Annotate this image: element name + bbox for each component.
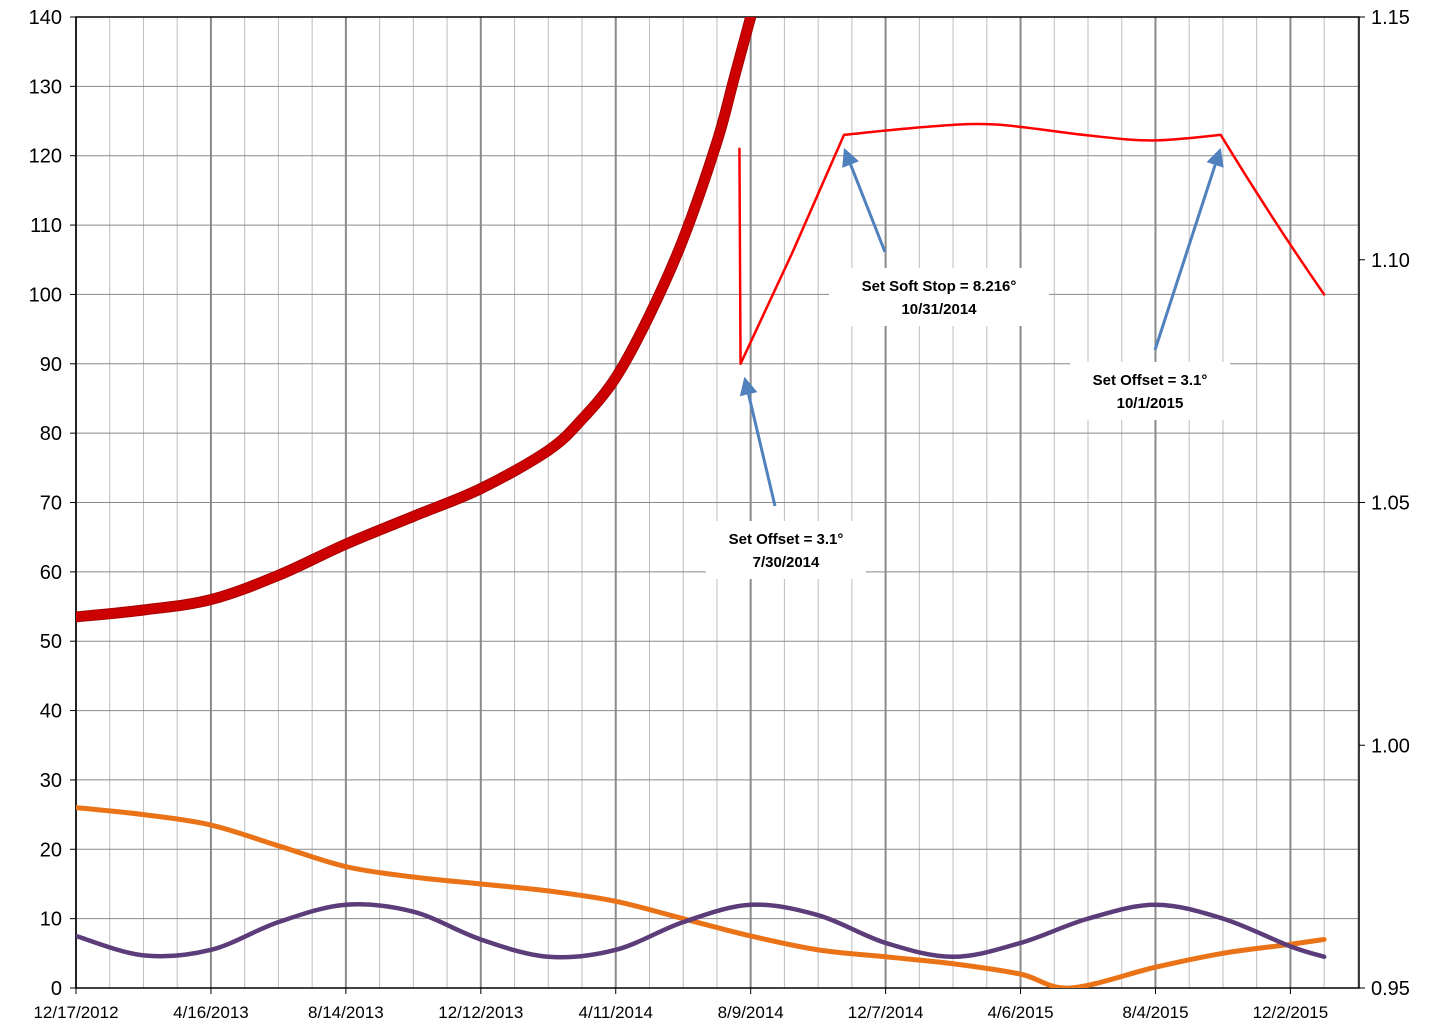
y2-tick-label: 1.15 [1371,7,1410,29]
y-tick-label: 40 [40,701,62,723]
x-tick-label: 12/2/2015 [1253,1003,1329,1022]
annotation-arrow-shaft [849,164,887,253]
series-line-3 [76,805,1327,988]
annotation-arrow-shaft [1153,164,1217,351]
x-tick-label: 12/7/2014 [848,1003,924,1022]
y2-tick-label: 0.95 [1371,978,1410,1000]
annotation-arrow-head [1206,147,1224,168]
x-tick-label: 8/9/2014 [718,1003,784,1022]
y-tick-label: 110 [30,215,62,237]
y-tick-label: 130 [29,76,62,98]
x-tick-label: 4/16/2013 [173,1003,249,1022]
y-tick-label: 80 [40,423,62,445]
annotation-text: 7/30/2014 [753,554,820,571]
y-tick-label: 0 [51,978,62,1000]
annotation-box [829,268,1049,326]
y-tick-label: 120 [29,146,62,168]
annotation-arrow-head [739,376,758,397]
x-tick-label: 8/4/2015 [1122,1003,1188,1022]
x-tick-label: 8/14/2013 [308,1003,384,1022]
annotation-box [1070,362,1230,420]
grid-lines [75,16,1359,989]
series-line-1 [76,17,756,622]
y-tick-label: 50 [40,631,62,653]
y-tick-label: 140 [29,7,62,29]
annotation-text: Set Offset = 3.1° [729,531,844,548]
y-tick-label: 60 [40,562,62,584]
annotation-box [706,521,866,579]
annotation-text: Set Soft Stop = 8.216° [862,278,1017,295]
y2-tick-label: 1.05 [1371,493,1410,515]
y-tick-label: 30 [40,770,62,792]
y-tick-label: 100 [29,284,62,306]
x-tick-label: 4/6/2015 [987,1003,1053,1022]
y-tick-label: 70 [40,493,62,515]
series-line-4 [76,902,1327,960]
x-tick-label: 12/12/2013 [438,1003,523,1022]
annotation-text: 10/31/2014 [901,301,977,318]
annotation-arrow-head [842,147,859,168]
annotation-text: Set Offset = 3.1° [1093,372,1208,389]
annotation-arrow-shaft [747,393,777,507]
y2-tick-label: 1.10 [1371,250,1410,272]
series-line-2 [738,122,1326,366]
x-tick-label: 4/11/2014 [579,1003,653,1022]
annotations-group: Set Offset = 3.1° 7/30/2014 Set Soft Stop … [706,147,1230,579]
axes-group: 0 10 20 30 40 50 60 70 80 90 100 110 120 130 140 0.95 1.… [29,7,1410,1022]
x-tick-label: 12/17/2012 [33,1003,118,1022]
y-tick-label: 10 [40,909,62,931]
y-tick-label: 90 [40,354,62,376]
y2-tick-label: 1.00 [1371,735,1410,757]
annotation-text: 10/1/2015 [1117,395,1184,412]
y-tick-label: 20 [40,839,62,861]
series-group [76,17,1327,988]
